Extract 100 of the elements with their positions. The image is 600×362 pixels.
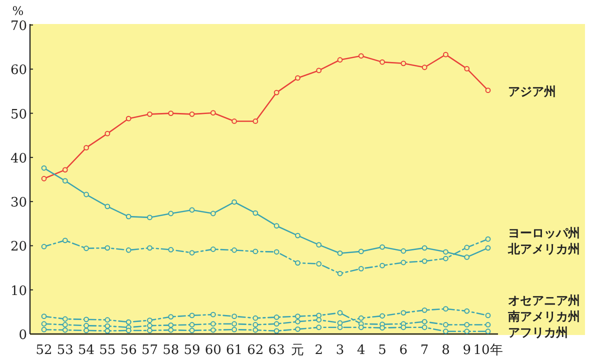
point [274, 223, 280, 229]
series-label: 南アメリカ州 [507, 309, 580, 324]
point [210, 110, 216, 116]
point [168, 314, 174, 320]
point [62, 322, 68, 328]
point [210, 246, 216, 252]
point [464, 308, 470, 314]
point [126, 214, 132, 220]
x-tick-label: 6 [399, 343, 408, 358]
point [380, 325, 385, 331]
point [41, 244, 47, 250]
point [443, 256, 448, 262]
point [62, 178, 68, 184]
point [189, 207, 195, 213]
point [147, 318, 152, 324]
point [316, 312, 322, 318]
x-tick-label: 53 [56, 343, 74, 358]
x-tick-label: 62 [247, 343, 264, 358]
x-tick-label: 元 [291, 343, 304, 358]
point [485, 312, 491, 318]
point [358, 315, 364, 321]
point [168, 110, 174, 116]
point [232, 314, 237, 320]
point [84, 316, 89, 322]
x-tick-label: 8 [442, 343, 450, 358]
point [274, 321, 280, 327]
point [126, 319, 132, 325]
point [84, 322, 89, 328]
point [464, 66, 470, 72]
y-tick-label: 40 [10, 151, 27, 166]
point [274, 249, 280, 255]
point [232, 321, 237, 327]
point [274, 314, 280, 320]
point [337, 250, 343, 256]
point [104, 130, 110, 136]
point [464, 254, 470, 260]
point [443, 322, 448, 328]
point [189, 250, 195, 256]
x-tick-label: 63 [268, 343, 285, 358]
point [295, 75, 300, 81]
point [168, 246, 174, 252]
point [422, 318, 428, 324]
point [380, 59, 385, 65]
point [443, 52, 448, 58]
point [337, 270, 343, 276]
point [316, 324, 322, 330]
point [189, 312, 195, 318]
x-tick-label: 58 [162, 343, 180, 358]
point [168, 322, 174, 328]
point [104, 204, 110, 210]
point [189, 322, 195, 328]
point [380, 313, 385, 319]
series-label: アフリカ州 [508, 325, 568, 340]
x-tick-label: 54 [78, 343, 95, 358]
point [422, 245, 428, 251]
point [84, 328, 89, 334]
x-tick-label: 60 [204, 343, 222, 358]
series-label: ヨーロッパ州 [508, 226, 580, 240]
point [316, 68, 322, 74]
point [41, 321, 47, 327]
x-tick-label: 59 [184, 343, 200, 358]
x-tick-label: 5 [378, 343, 386, 358]
point [232, 326, 237, 332]
point [295, 326, 300, 332]
point [189, 328, 195, 334]
point [62, 238, 68, 244]
point [380, 262, 385, 268]
y-axis-title: % [12, 4, 24, 18]
point [274, 328, 280, 334]
point [232, 199, 237, 205]
point [147, 245, 152, 251]
point [147, 214, 152, 220]
y-tick-label: 70 [10, 19, 27, 34]
point [232, 118, 237, 124]
point [104, 328, 110, 334]
point [485, 245, 491, 251]
point [337, 57, 343, 63]
point [147, 111, 152, 117]
x-tick-label: 3 [336, 343, 344, 358]
y-tick-label: 10 [10, 284, 27, 299]
point [62, 327, 68, 333]
point [464, 244, 470, 250]
point [295, 318, 300, 324]
point [316, 242, 322, 248]
x-tick-label: 7 [420, 343, 429, 358]
point [62, 167, 68, 172]
point [147, 328, 152, 334]
point [400, 260, 406, 266]
point [168, 327, 174, 333]
point [337, 310, 343, 316]
point [252, 118, 258, 124]
point [400, 248, 406, 254]
point [400, 310, 406, 316]
point [464, 328, 470, 334]
point [464, 322, 470, 328]
point [443, 328, 448, 334]
point [104, 245, 110, 251]
point [485, 328, 491, 334]
point [295, 232, 300, 238]
series-label: 北アメリカ州 [507, 242, 580, 256]
